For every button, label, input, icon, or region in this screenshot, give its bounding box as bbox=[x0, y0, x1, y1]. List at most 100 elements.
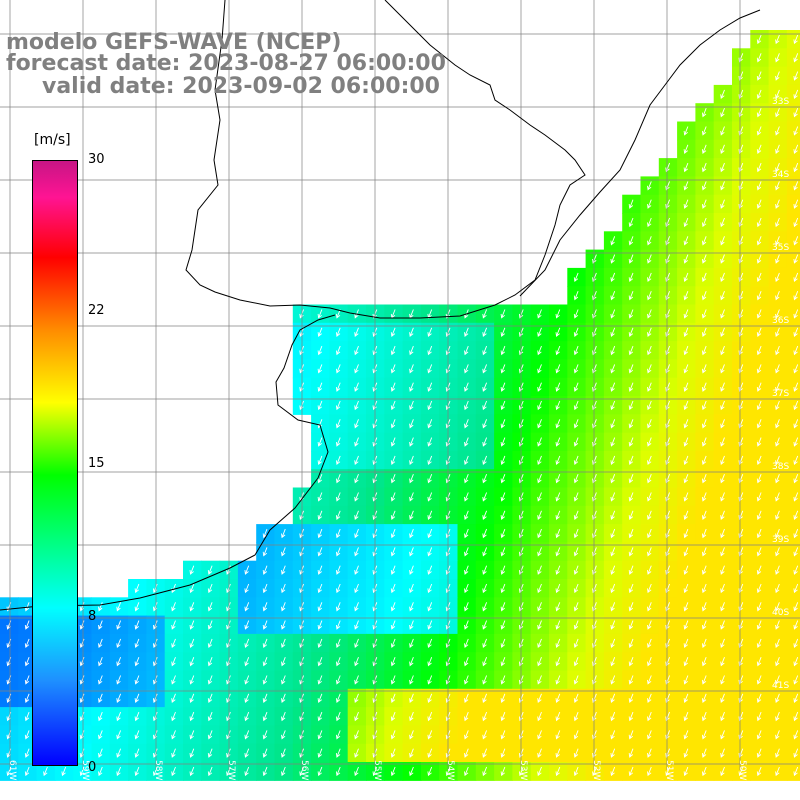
wind-arrow bbox=[427, 382, 433, 392]
wind-arrow bbox=[756, 34, 762, 45]
wind-arrow bbox=[793, 144, 799, 154]
wind-arrow bbox=[701, 126, 707, 136]
wind-arrow bbox=[756, 53, 762, 63]
wind-arrow bbox=[647, 583, 652, 594]
wind-arrow bbox=[756, 638, 762, 649]
wind-arrow bbox=[189, 675, 195, 685]
wind-arrow bbox=[537, 711, 542, 722]
wind-arrow bbox=[775, 382, 780, 392]
lon-label: 53W bbox=[518, 760, 528, 780]
wind-arrow bbox=[335, 382, 341, 392]
wind-arrow bbox=[775, 565, 780, 575]
wind-arrow bbox=[756, 181, 762, 191]
wind-arrow bbox=[409, 675, 414, 685]
wind-cell bbox=[786, 158, 800, 177]
wind-arrow bbox=[409, 474, 414, 484]
wind-arrow bbox=[775, 455, 780, 466]
wind-arrow bbox=[793, 89, 799, 100]
wind-arrow bbox=[683, 345, 689, 356]
wind-arrow bbox=[335, 693, 341, 703]
wind-arrow bbox=[756, 657, 762, 667]
wind-arrow bbox=[171, 602, 176, 612]
wind-arrow bbox=[500, 638, 506, 649]
wind-arrow bbox=[390, 419, 396, 429]
wind-arrow bbox=[720, 89, 725, 100]
wind-arrow bbox=[647, 327, 652, 337]
wind-arrow bbox=[555, 345, 561, 356]
wind-cell bbox=[786, 359, 800, 379]
wind-arrow bbox=[555, 565, 561, 575]
colorbar-tick-22: 22 bbox=[88, 303, 105, 318]
wind-arrow bbox=[518, 638, 524, 649]
wind-arrow bbox=[573, 602, 579, 612]
wind-arrow bbox=[354, 382, 359, 392]
wind-arrow bbox=[134, 711, 140, 722]
wind-arrow bbox=[610, 474, 616, 484]
wind-arrow bbox=[317, 400, 323, 411]
lat-lon-grid: 61W 59W 58W 57W 56W 55W 54W 53W 52W 51W 50W 33S 34S 3… bbox=[0, 0, 800, 780]
wind-arrow bbox=[335, 474, 341, 484]
wind-arrow bbox=[683, 327, 689, 337]
lon-label: 56W bbox=[299, 760, 309, 780]
wind-arrow bbox=[628, 602, 634, 612]
wind-arrow bbox=[390, 602, 396, 612]
wind-arrow bbox=[610, 602, 616, 612]
wind-arrow bbox=[390, 345, 396, 356]
wind-arrow bbox=[610, 455, 616, 466]
lon-label: 59W bbox=[80, 760, 90, 780]
wind-arrow bbox=[610, 419, 616, 429]
wind-arrow bbox=[335, 565, 341, 575]
wind-arrow bbox=[317, 492, 323, 502]
wind-arrow bbox=[189, 583, 195, 594]
wind-arrow bbox=[500, 492, 506, 502]
wind-arrow bbox=[317, 510, 323, 520]
wind-arrow bbox=[573, 455, 579, 466]
wind-arrow bbox=[628, 547, 634, 557]
wind-arrow bbox=[335, 419, 341, 429]
valid-date: valid date: 2023-09-02 06:00:00 bbox=[42, 74, 440, 99]
wind-cell bbox=[786, 48, 800, 68]
wind-arrow bbox=[116, 748, 122, 758]
wind-arrow bbox=[390, 693, 396, 703]
wind-arrow bbox=[793, 547, 799, 557]
wind-arrow bbox=[720, 400, 725, 411]
wind-arrow bbox=[647, 492, 652, 502]
wind-arrow bbox=[555, 693, 561, 703]
wind-arrow bbox=[720, 547, 725, 557]
wind-arrow bbox=[207, 602, 213, 612]
wind-arrow bbox=[354, 657, 359, 667]
wind-arrow bbox=[98, 730, 103, 740]
wind-arrow bbox=[647, 199, 652, 209]
wind-arrow bbox=[281, 583, 286, 594]
wind-arrow bbox=[207, 711, 213, 722]
wind-arrow bbox=[482, 748, 488, 758]
wind-arrow bbox=[756, 748, 762, 758]
wind-arrow bbox=[482, 437, 488, 447]
wind-arrow bbox=[262, 638, 268, 649]
wind-arrow bbox=[647, 547, 652, 557]
wind-arrow bbox=[317, 675, 323, 685]
wind-arrow bbox=[427, 510, 433, 520]
wind-arrow bbox=[647, 382, 652, 392]
wind-arrow bbox=[171, 766, 176, 777]
wind-arrow bbox=[354, 364, 359, 374]
wind-arrow bbox=[24, 711, 30, 722]
wind-arrow bbox=[793, 748, 799, 758]
wind-arrow bbox=[756, 455, 762, 466]
wind-arrow bbox=[610, 565, 616, 575]
wind-arrow bbox=[409, 693, 414, 703]
wind-arrow bbox=[427, 693, 433, 703]
wind-arrow bbox=[756, 419, 762, 429]
wind-arrow bbox=[116, 638, 122, 649]
wind-arrow bbox=[244, 766, 250, 777]
wind-arrow bbox=[555, 766, 561, 777]
wind-arrow bbox=[701, 528, 707, 539]
wind-cell bbox=[786, 670, 800, 690]
wind-cell bbox=[786, 688, 800, 708]
wind-arrow bbox=[464, 602, 469, 612]
wind-arrow bbox=[482, 474, 488, 484]
wind-arrow bbox=[573, 327, 579, 337]
wind-arrow bbox=[134, 730, 140, 740]
wind-cell bbox=[786, 304, 800, 324]
wind-arrow bbox=[537, 492, 542, 502]
